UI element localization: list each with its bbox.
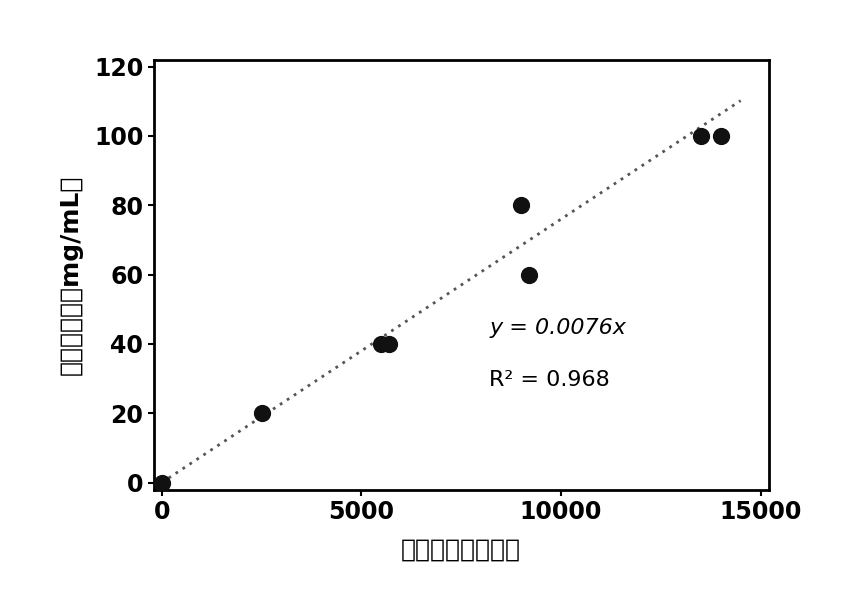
- Point: [374, 339, 387, 349]
- X-axis label: 染色面积（像素）: 染色面积（像素）: [401, 538, 520, 562]
- Y-axis label: 细胞液浓度（mg/mL）: 细胞液浓度（mg/mL）: [59, 174, 83, 375]
- Text: R² = 0.968: R² = 0.968: [489, 370, 609, 390]
- Point: [521, 270, 535, 279]
- Point: [154, 478, 168, 487]
- Point: [514, 201, 527, 210]
- Text: y = 0.0076x: y = 0.0076x: [489, 318, 625, 337]
- Point: [254, 408, 268, 418]
- Point: [382, 339, 396, 349]
- Point: [693, 131, 707, 141]
- Point: [713, 131, 727, 141]
